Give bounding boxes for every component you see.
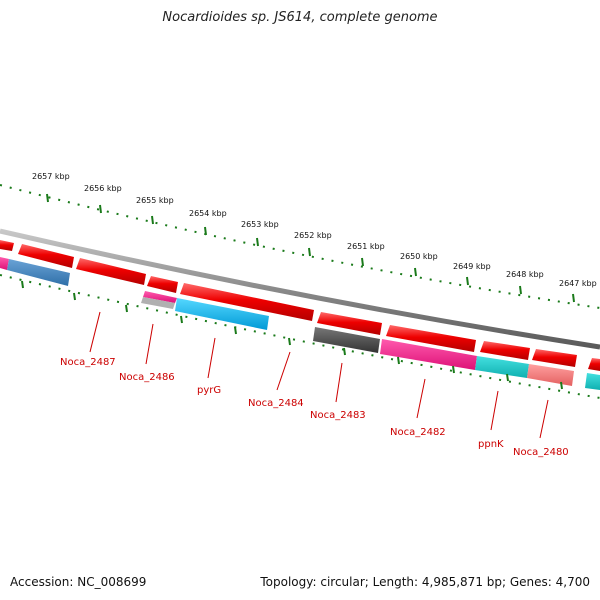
kbp-labels: 2657 kbp 2656 kbp 2655 kbp 2654 kbp 2653…	[32, 172, 597, 288]
kbp-label: 2657 kbp	[32, 172, 70, 181]
kbp-label: 2653 kbp	[241, 220, 279, 229]
accession-text: Accession: NC_008699	[10, 575, 147, 589]
major-tick	[466, 276, 469, 286]
inner-scale-track	[0, 274, 600, 399]
gene-band	[143, 291, 177, 303]
gene-labels: Noca_2487 Noca_2486 pyrG Noca_2484 Noca_…	[60, 357, 569, 458]
minor-tick	[180, 315, 183, 324]
gene-arrow	[480, 341, 530, 360]
minor-tick	[452, 365, 455, 374]
kbp-label: 2647 kbp	[559, 279, 597, 288]
gene-arrow	[76, 258, 146, 285]
gene-label[interactable]: ppnK	[478, 439, 504, 450]
gene-band	[313, 327, 380, 353]
forward-strand-genes	[0, 240, 600, 371]
major-tick	[572, 293, 575, 303]
gene-label[interactable]: Noca_2482	[390, 427, 446, 438]
minor-tick	[234, 326, 237, 335]
label-leaders	[89, 311, 549, 439]
leader-line	[145, 323, 154, 365]
gene-label[interactable]: Noca_2484	[248, 398, 304, 409]
major-tick	[414, 267, 417, 277]
gene-arrow	[317, 312, 382, 335]
kbp-label: 2649 kbp	[453, 262, 491, 271]
genome-summary-text: Topology: circular; Length: 4,985,871 bp…	[260, 575, 590, 589]
gene-band	[141, 297, 175, 309]
gene-label[interactable]: Noca_2486	[119, 372, 175, 383]
gene-arrow	[180, 283, 314, 321]
kbp-label: 2655 kbp	[136, 196, 174, 205]
leader-line	[207, 337, 216, 379]
minor-tick	[125, 304, 128, 313]
gene-label[interactable]: Noca_2487	[60, 357, 116, 368]
minor-tick	[288, 337, 291, 346]
gene-label[interactable]: Noca_2483	[310, 410, 366, 421]
functional-bands	[0, 257, 600, 390]
kbp-label: 2650 kbp	[400, 252, 438, 261]
minor-tick	[21, 280, 24, 289]
major-tick	[46, 193, 49, 203]
gene-label[interactable]: Noca_2480	[513, 447, 569, 458]
kbp-label: 2654 kbp	[189, 209, 227, 218]
minor-tick	[397, 356, 400, 365]
gene-band	[380, 339, 477, 370]
leader-line	[539, 399, 549, 439]
gene-arrow	[147, 276, 178, 293]
gene-band	[585, 373, 600, 390]
gene-arrow	[532, 349, 577, 367]
leader-line	[89, 311, 101, 353]
major-tick	[256, 237, 259, 247]
minor-tick	[506, 373, 509, 382]
leader-line	[335, 362, 343, 403]
leader-line	[276, 351, 291, 391]
gene-band	[475, 356, 529, 378]
major-tick	[308, 247, 311, 257]
kbp-label: 2652 kbp	[294, 231, 332, 240]
leader-line	[416, 378, 426, 419]
kbp-label: 2648 kbp	[506, 270, 544, 279]
outer-scale-track	[0, 184, 600, 309]
gene-arrow	[0, 240, 14, 251]
major-tick	[99, 204, 102, 214]
map-title: Nocardioides sp. JS614, complete genome	[162, 10, 438, 25]
gene-band	[175, 298, 269, 330]
minor-tick	[343, 347, 346, 356]
leader-line	[490, 390, 499, 431]
major-tick	[361, 257, 364, 267]
outer-dotted-scale	[0, 184, 600, 309]
major-tick	[204, 226, 207, 236]
major-tick	[151, 215, 154, 225]
minor-tick	[73, 292, 76, 301]
major-tick	[519, 285, 522, 295]
gene-arrow	[588, 358, 600, 371]
kbp-label: 2651 kbp	[347, 242, 385, 251]
genome-backbone	[0, 228, 600, 350]
gene-arrow	[386, 325, 476, 352]
minor-tick	[560, 381, 563, 390]
gene-band	[527, 364, 574, 386]
kbp-label: 2656 kbp	[84, 184, 122, 193]
gene-arrow	[18, 244, 74, 268]
gene-band	[7, 259, 70, 286]
gene-label[interactable]: pyrG	[197, 385, 221, 396]
gene-band	[0, 257, 9, 270]
